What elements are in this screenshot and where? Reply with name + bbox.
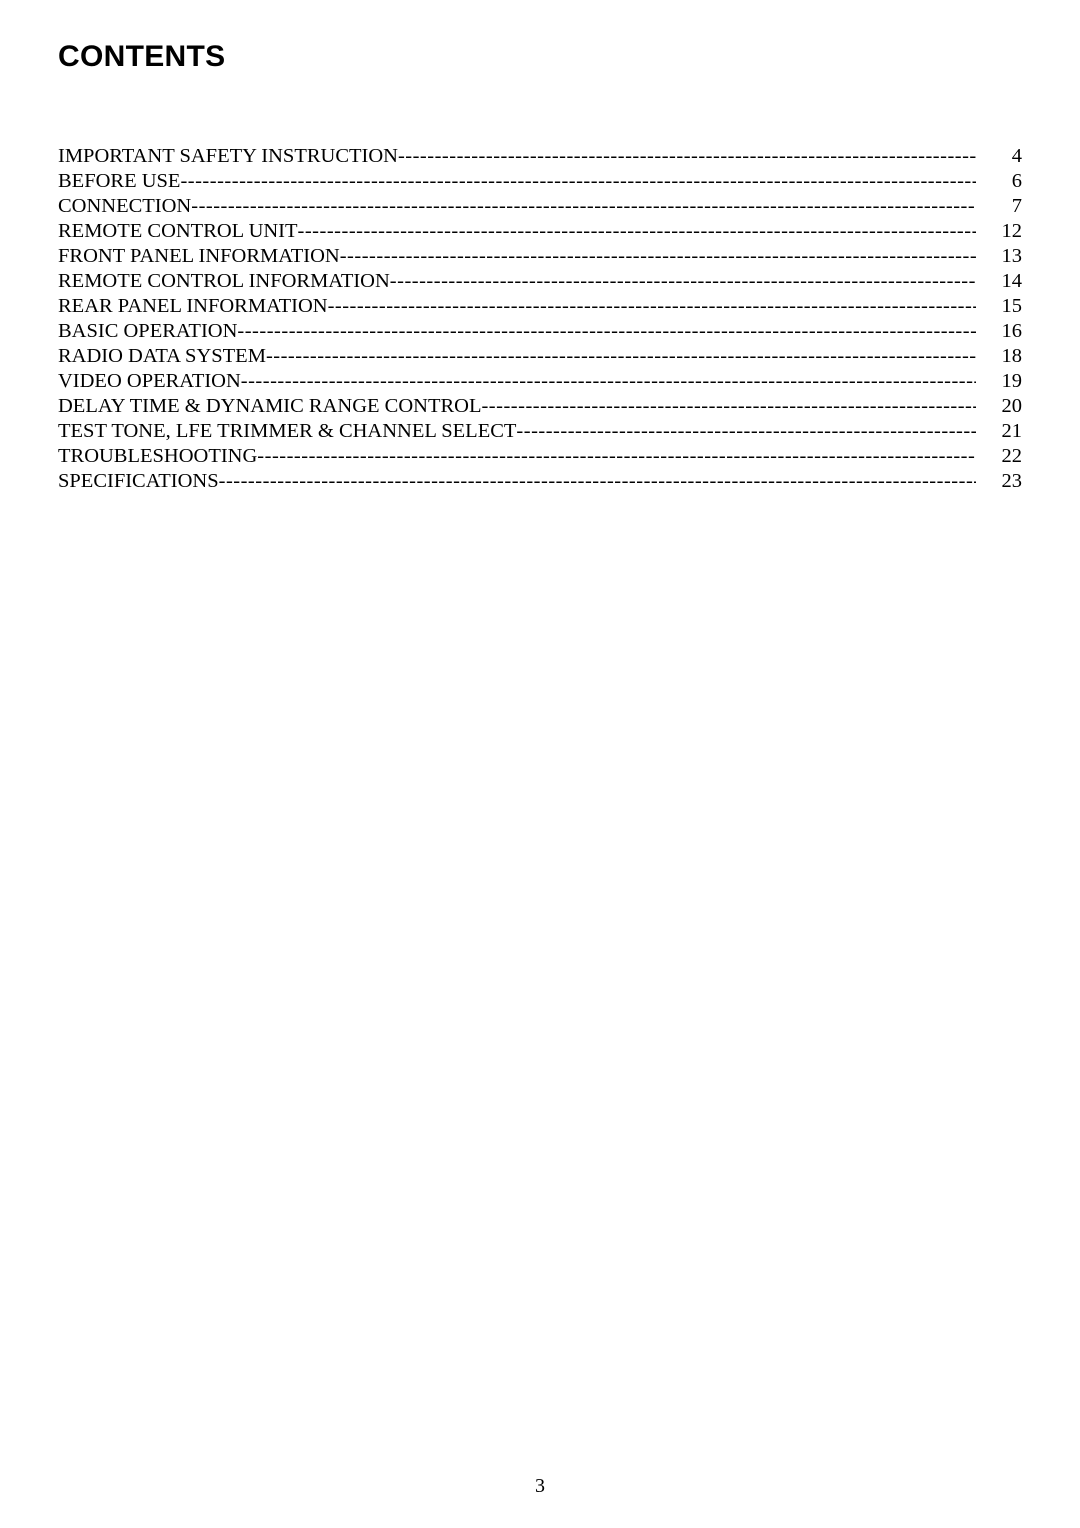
table-of-contents: IMPORTANT SAFETY INSTRUCTION 4 BEFORE US… <box>58 144 1022 494</box>
toc-entry-title: TEST TONE, LFE TRIMMER & CHANNEL SELECT <box>58 419 516 444</box>
toc-leader <box>340 244 976 269</box>
toc-entry-page: 12 <box>976 219 1022 244</box>
toc-entry-page: 16 <box>976 319 1022 344</box>
toc-entry: TEST TONE, LFE TRIMMER & CHANNEL SELECT … <box>58 419 1022 444</box>
toc-leader <box>241 369 976 394</box>
toc-leader <box>398 144 976 169</box>
toc-leader <box>298 219 976 244</box>
toc-leader <box>237 319 976 344</box>
toc-entry-page: 14 <box>976 269 1022 294</box>
toc-entry-page: 18 <box>976 344 1022 369</box>
toc-entry: IMPORTANT SAFETY INSTRUCTION 4 <box>58 144 1022 169</box>
toc-entry: BASIC OPERATION 16 <box>58 319 1022 344</box>
toc-entry-title: REMOTE CONTROL INFORMATION <box>58 269 390 294</box>
toc-entry: RADIO DATA SYSTEM 18 <box>58 344 1022 369</box>
contents-heading: CONTENTS <box>58 40 1022 74</box>
toc-entry-title: TROUBLESHOOTING <box>58 444 257 469</box>
toc-entry: FRONT PANEL INFORMATION 13 <box>58 244 1022 269</box>
toc-entry-title: CONNECTION <box>58 194 191 219</box>
toc-entry-title: SPECIFICATIONS <box>58 469 219 494</box>
toc-leader <box>219 469 976 494</box>
toc-entry: REMOTE CONTROL UNIT 12 <box>58 219 1022 244</box>
page: CONTENTS IMPORTANT SAFETY INSTRUCTION 4 … <box>0 0 1080 1528</box>
toc-entry: CONNECTION 7 <box>58 194 1022 219</box>
toc-entry: TROUBLESHOOTING 22 <box>58 444 1022 469</box>
toc-leader <box>266 344 976 369</box>
toc-entry-page: 22 <box>976 444 1022 469</box>
toc-leader <box>328 294 976 319</box>
page-number: 3 <box>0 1475 1080 1498</box>
toc-entry: REAR PANEL INFORMATION 15 <box>58 294 1022 319</box>
toc-entry-page: 21 <box>976 419 1022 444</box>
toc-entry-title: REMOTE CONTROL UNIT <box>58 219 298 244</box>
toc-entry-page: 23 <box>976 469 1022 494</box>
toc-entry-page: 7 <box>976 194 1022 219</box>
toc-entry: REMOTE CONTROL INFORMATION 14 <box>58 269 1022 294</box>
toc-leader <box>180 169 976 194</box>
toc-entry-title: RADIO DATA SYSTEM <box>58 344 266 369</box>
toc-entry-title: IMPORTANT SAFETY INSTRUCTION <box>58 144 398 169</box>
toc-entry-page: 20 <box>976 394 1022 419</box>
toc-entry-page: 4 <box>976 144 1022 169</box>
toc-leader <box>390 269 976 294</box>
toc-leader <box>191 194 976 219</box>
toc-entry: DELAY TIME & DYNAMIC RANGE CONTROL 20 <box>58 394 1022 419</box>
toc-entry-page: 13 <box>976 244 1022 269</box>
toc-entry-title: REAR PANEL INFORMATION <box>58 294 328 319</box>
toc-entry-page: 19 <box>976 369 1022 394</box>
toc-entry: VIDEO OPERATION 19 <box>58 369 1022 394</box>
toc-entry-page: 6 <box>976 169 1022 194</box>
toc-entry: BEFORE USE 6 <box>58 169 1022 194</box>
toc-entry-title: BASIC OPERATION <box>58 319 237 344</box>
toc-leader <box>481 394 976 419</box>
toc-entry-page: 15 <box>976 294 1022 319</box>
toc-entry: SPECIFICATIONS 23 <box>58 469 1022 494</box>
toc-entry-title: DELAY TIME & DYNAMIC RANGE CONTROL <box>58 394 481 419</box>
toc-leader <box>516 419 976 444</box>
toc-leader <box>257 444 976 469</box>
toc-entry-title: BEFORE USE <box>58 169 180 194</box>
toc-entry-title: FRONT PANEL INFORMATION <box>58 244 340 269</box>
toc-entry-title: VIDEO OPERATION <box>58 369 241 394</box>
